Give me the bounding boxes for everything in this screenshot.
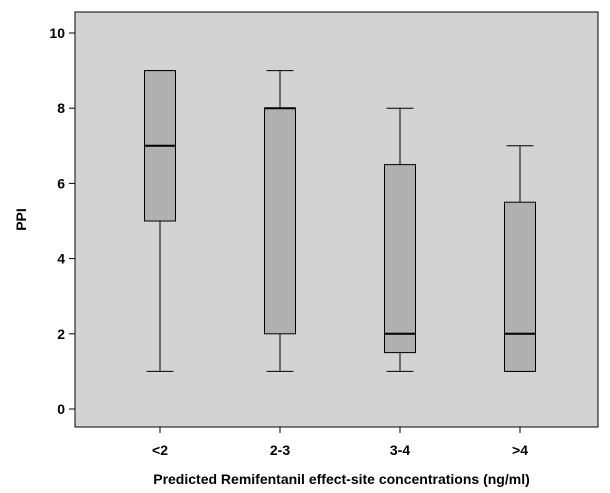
boxes-group: [144, 70, 536, 372]
y-tick-label: 4: [57, 251, 65, 267]
y-tick-label: 10: [49, 25, 65, 41]
x-axis: <2 2-3 3-4 >4: [152, 427, 528, 458]
x-axis-title: Predicted Remifentanil effect-site conce…: [153, 471, 530, 487]
y-tick-label: 2: [57, 326, 65, 342]
x-tick-label: >4: [512, 442, 528, 458]
box-2: [264, 70, 296, 372]
x-tick-label: 2-3: [270, 442, 290, 458]
y-axis: 0 2 4 6 8 10: [49, 25, 75, 417]
box-3: [384, 107, 416, 372]
x-tick-label: 3-4: [390, 442, 410, 458]
box-iqr: [504, 201, 536, 372]
y-tick-label: 0: [57, 401, 65, 417]
box-iqr: [264, 107, 296, 335]
box-4: [504, 145, 536, 372]
x-tick-label: <2: [152, 442, 168, 458]
box-iqr: [384, 164, 416, 354]
y-axis-title: PPI: [13, 208, 29, 231]
y-tick-label: 6: [57, 175, 65, 191]
y-tick-label: 8: [57, 100, 65, 116]
box-1: [144, 70, 176, 372]
